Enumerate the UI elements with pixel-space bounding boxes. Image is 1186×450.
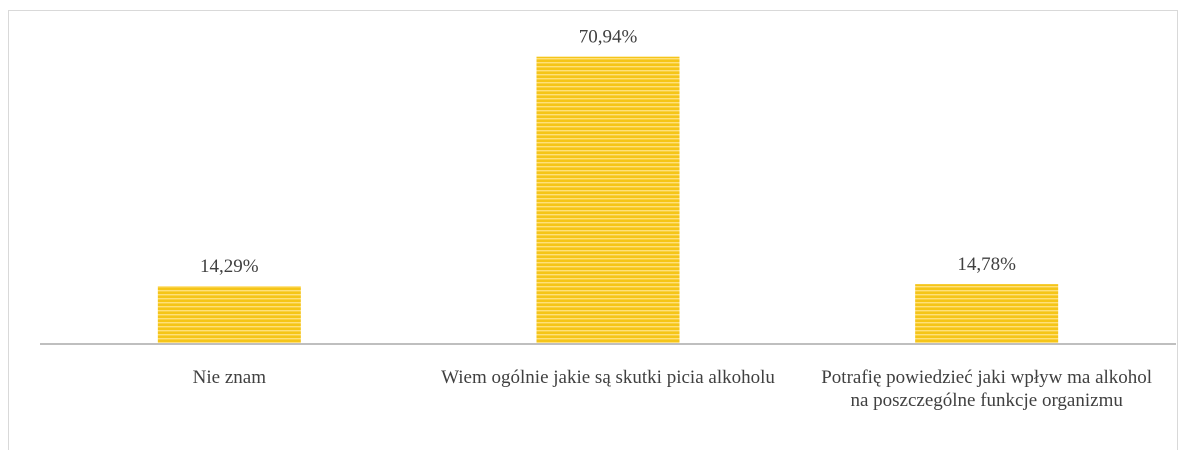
bars-layer <box>157 56 1059 345</box>
chart-frame <box>8 10 1178 450</box>
data-label-3: 14,78% <box>957 254 1016 275</box>
data-label-2: 70,94% <box>579 27 638 48</box>
category-label-2: Wiem ogólnie jakie są skutki picia alkoh… <box>441 367 775 388</box>
data-label-1: 14,29% <box>200 256 259 277</box>
bar-1 <box>157 286 301 344</box>
category-label-3: Potrafię powiedzieć jaki wpływ ma alkoho… <box>821 367 1153 411</box>
category-label-1: Nie znam <box>192 367 266 388</box>
data-labels-layer: 14,29% 70,94% 14,78% <box>200 27 1016 277</box>
bar-2 <box>536 56 680 345</box>
bar-3 <box>915 284 1059 344</box>
